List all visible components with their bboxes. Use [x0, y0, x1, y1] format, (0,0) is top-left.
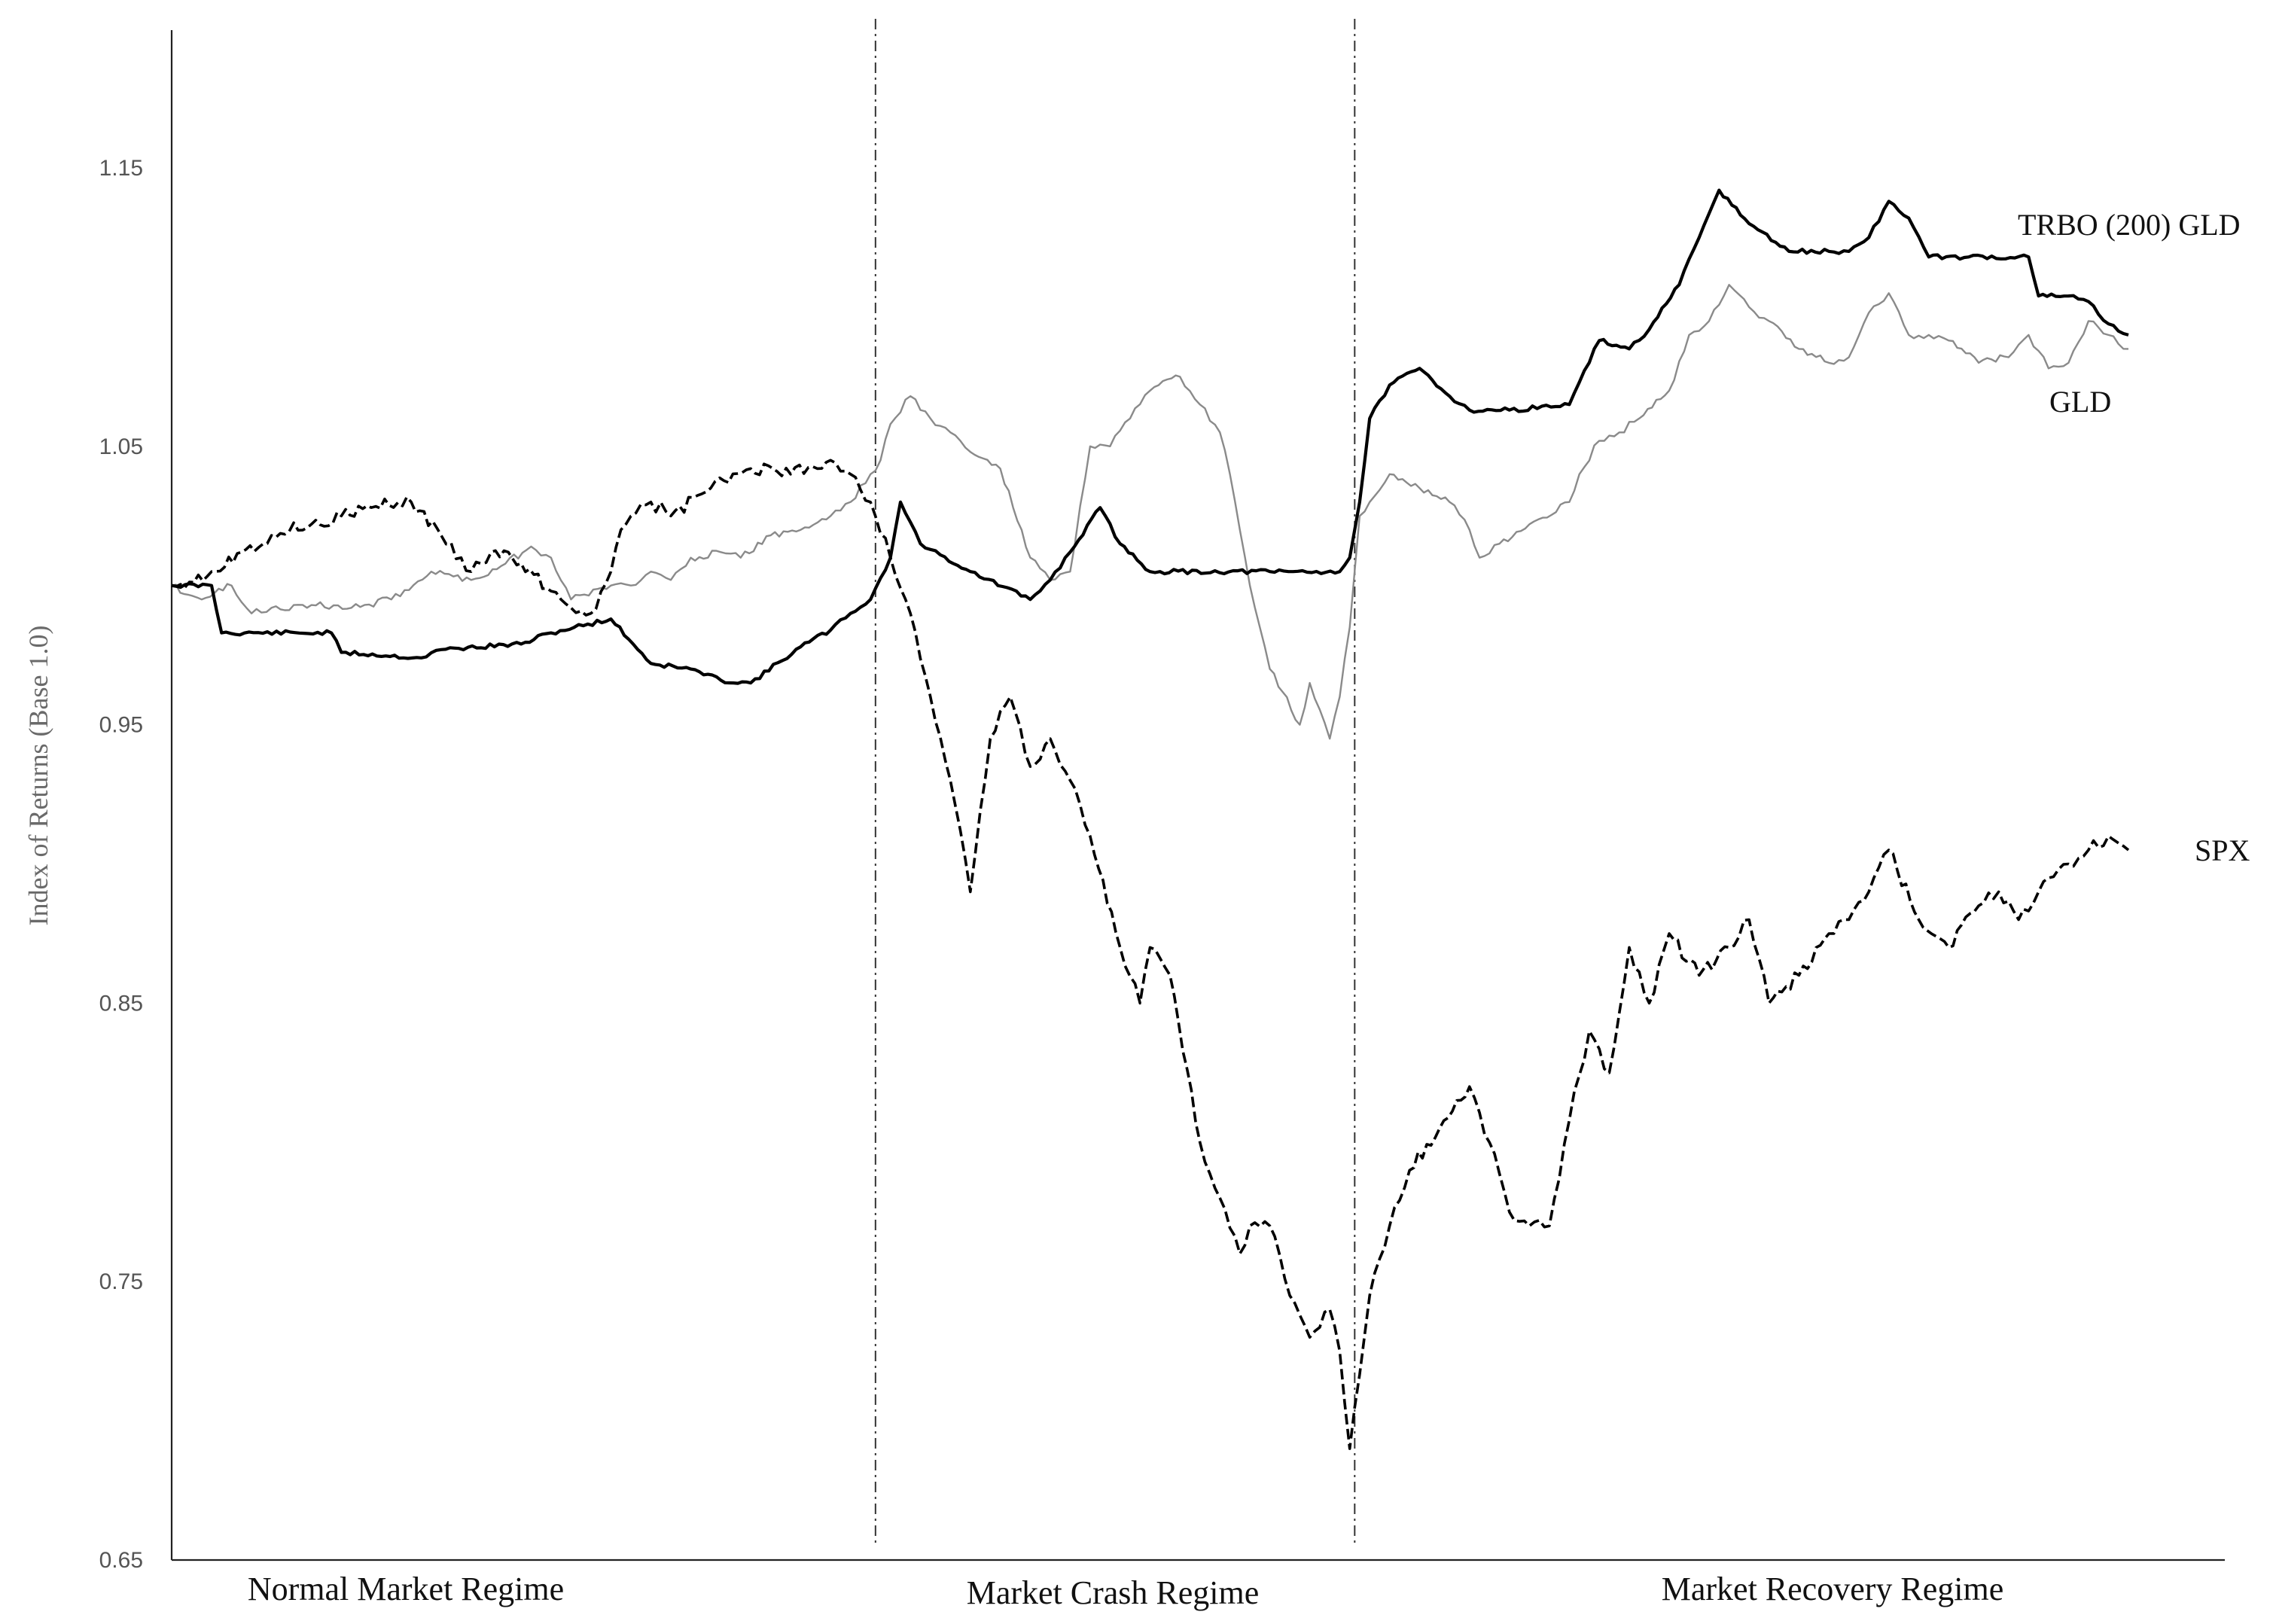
y-tick-label: 0.95: [99, 713, 143, 738]
y-axis-title: Index of Returns (Base 1.0): [23, 626, 53, 926]
regime-label-normal: Normal Market Regime: [248, 1571, 564, 1607]
y-tick-label: 0.65: [99, 1548, 143, 1573]
y-tick-label: 1.05: [99, 434, 143, 459]
series-line-gld: [171, 284, 2129, 740]
series-layer: [171, 188, 2130, 1450]
y-tick-label: 0.85: [99, 991, 143, 1016]
regime-label-crash: Market Crash Regime: [967, 1574, 1260, 1611]
y-tick-label: 0.75: [99, 1269, 143, 1294]
y-tick-labels: 0.65 0.75 0.85 0.95 1.05 1.15: [99, 156, 143, 1573]
series-line-trbo-200-gld: [171, 188, 2129, 685]
series-label-trbo-200-gld: TRBO (200) GLD: [2018, 208, 2241, 242]
series-label-spx: SPX: [2195, 833, 2250, 867]
series-line-spx: [171, 459, 2130, 1450]
y-tick-label: 1.15: [99, 156, 143, 181]
regime-label-recovery: Market Recovery Regime: [1662, 1571, 2004, 1607]
series-label-gld: GLD: [2049, 385, 2111, 419]
